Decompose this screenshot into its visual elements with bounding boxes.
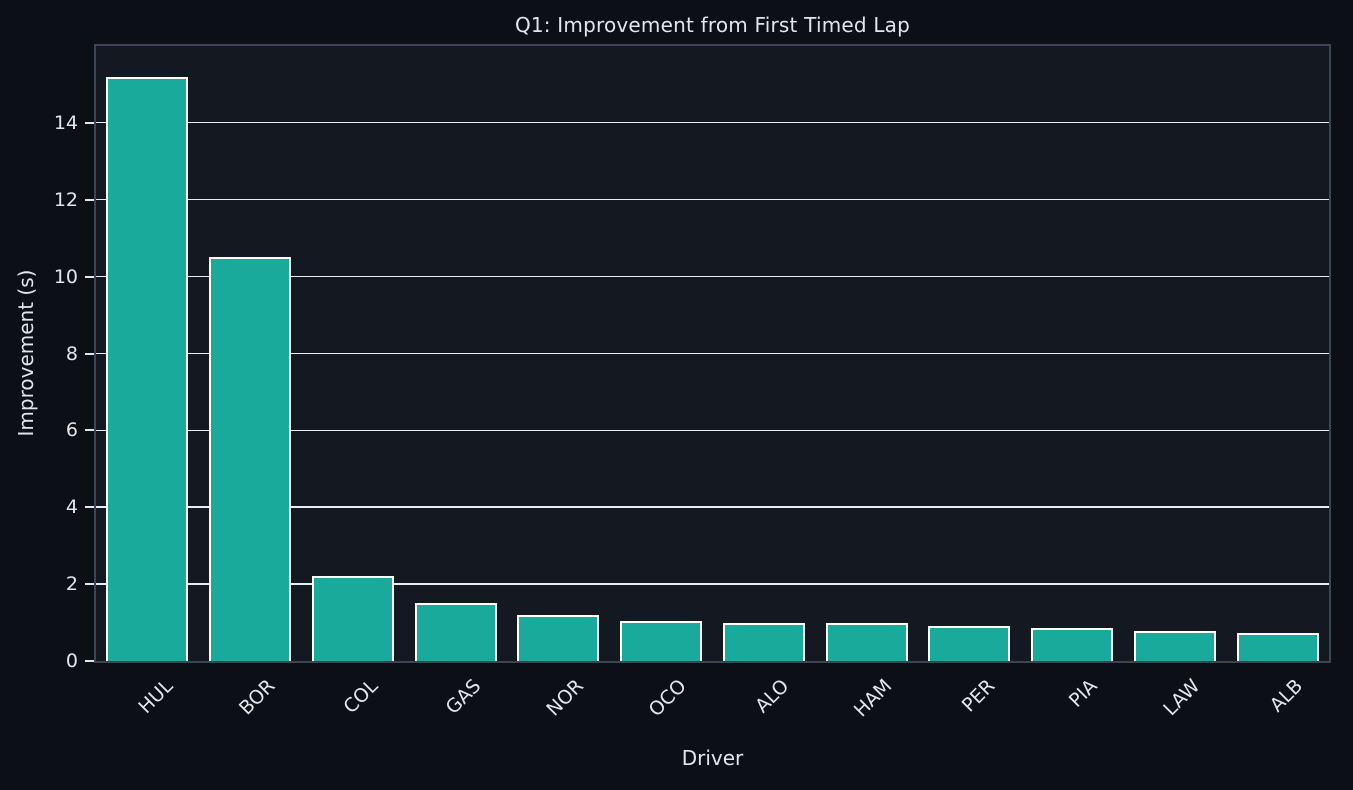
x-tick-label-alo: ALO bbox=[751, 675, 794, 718]
gridline bbox=[96, 506, 1329, 508]
x-tick-label-per: PER bbox=[957, 675, 999, 717]
gridline bbox=[96, 275, 1329, 278]
y-tick-mark bbox=[85, 352, 94, 355]
x-tick-label-alb: ALB bbox=[1265, 675, 1308, 717]
bar-law bbox=[1133, 630, 1216, 661]
bar-alb bbox=[1236, 632, 1319, 661]
y-tick-mark bbox=[85, 660, 94, 662]
y-tick-mark bbox=[85, 275, 94, 278]
y-tick-mark bbox=[85, 506, 94, 509]
bar-gas bbox=[414, 603, 497, 661]
bar-pia bbox=[1031, 628, 1114, 661]
y-tick-label: 2 bbox=[65, 573, 78, 596]
bar-col bbox=[311, 576, 394, 661]
x-tick-label-pia: PIA bbox=[1064, 675, 1102, 712]
y-tick-mark bbox=[85, 198, 94, 201]
plot-area bbox=[94, 44, 1331, 663]
x-axis-label: Driver bbox=[681, 746, 744, 770]
y-tick-label: 8 bbox=[65, 342, 78, 365]
gridline bbox=[96, 429, 1329, 431]
gridline bbox=[96, 583, 1329, 585]
x-tick-label-col: COL bbox=[339, 675, 383, 719]
bar-oco bbox=[620, 620, 703, 661]
bar-alo bbox=[722, 622, 805, 661]
y-tick-mark bbox=[85, 429, 94, 432]
x-tick-label-nor: NOR bbox=[542, 675, 588, 721]
bar-nor bbox=[517, 614, 600, 661]
gridline bbox=[96, 198, 1329, 201]
x-tick-label-hul: HUL bbox=[133, 675, 177, 718]
bar-hul bbox=[106, 76, 189, 661]
y-tick-label: 4 bbox=[65, 496, 78, 519]
y-tick-label: 10 bbox=[53, 265, 78, 288]
x-tick-label-ham: HAM bbox=[849, 675, 897, 722]
x-tick-label-law: LAW bbox=[1159, 675, 1205, 721]
y-tick-label: 6 bbox=[65, 419, 78, 442]
x-tick-label-oco: OCO bbox=[644, 675, 691, 722]
y-tick-mark bbox=[85, 583, 94, 586]
y-tick-label: 12 bbox=[53, 188, 78, 211]
y-tick-label: 14 bbox=[53, 111, 78, 134]
gridline bbox=[96, 352, 1329, 354]
gridline bbox=[96, 122, 1329, 124]
bar-ham bbox=[825, 622, 908, 661]
chart-title: Q1: Improvement from First Timed Lap bbox=[514, 13, 911, 37]
x-tick-label-bor: BOR bbox=[235, 675, 280, 720]
bar-per bbox=[928, 625, 1011, 661]
bar-bor bbox=[209, 257, 292, 661]
y-tick-label: 0 bbox=[65, 650, 78, 672]
bar-layer bbox=[96, 46, 1329, 661]
y-tick-mark bbox=[85, 121, 94, 124]
grid-layer bbox=[96, 46, 1329, 661]
x-tick-label-gas: GAS bbox=[441, 675, 486, 719]
